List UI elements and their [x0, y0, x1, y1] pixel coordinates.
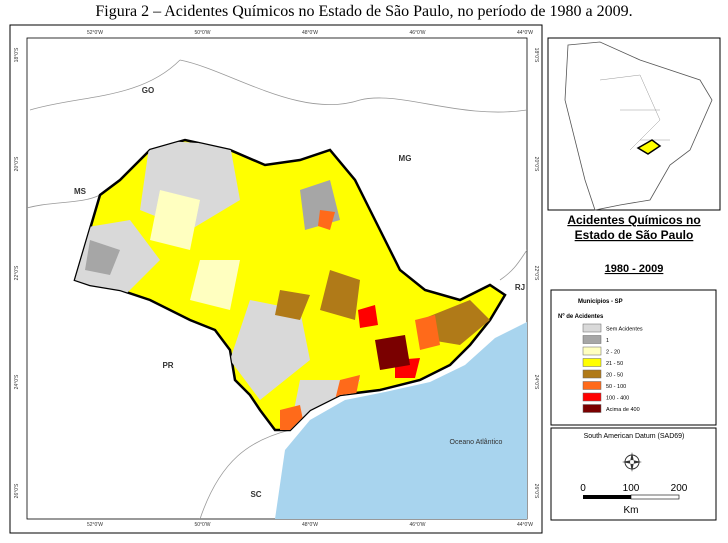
lat-tick: 18°0'S: [533, 48, 539, 63]
lat-tick: 20°0'S: [533, 157, 539, 172]
lon-tick: 50°0'W: [194, 522, 210, 528]
lat-tick: 22°0'S: [14, 265, 20, 280]
legend-label: 20 - 50: [606, 373, 623, 379]
legend-subheading: Nº de Acidentes: [558, 314, 604, 320]
legend-swatch: [582, 381, 602, 390]
scale-label: 200: [671, 483, 688, 494]
scale-bar: 0 100 200 Km: [580, 483, 688, 516]
legend-swatch: [582, 323, 602, 333]
inset-borders: [599, 74, 670, 151]
region-label: RJ: [515, 283, 525, 292]
legend-label: Sem Acidentes: [606, 327, 643, 333]
region-label: SC: [250, 490, 261, 499]
legend-swatch: [582, 369, 602, 379]
lon-tick: 44°0'W: [517, 30, 533, 36]
legend-label: 21 - 50: [606, 361, 623, 367]
lat-tick: 20°0'S: [14, 156, 20, 171]
lon-tick: 52°0'W: [87, 30, 103, 36]
legend: Sem Acidentes 1 2 - 20 21 - 50 20 - 50 50 - 1…: [582, 323, 643, 413]
legend-swatch: [582, 346, 602, 356]
region-label: MS: [74, 187, 87, 196]
scale-unit: Km: [624, 505, 639, 516]
graticule-labels: 52°0'W 52°0'W 50°0'W 50°0'W 48°0'W 48°0'W 46°0…: [14, 30, 539, 528]
legend-label: 2 - 20: [606, 350, 620, 356]
legend-label: 50 - 100: [606, 384, 626, 390]
scale-label: 100: [623, 483, 640, 494]
datum: South American Datum (SAD69): [584, 433, 685, 440]
region-label: MG: [399, 154, 412, 163]
ocean-label: Oceano Atlântico: [450, 439, 503, 446]
lon-tick: 48°0'W: [302, 522, 318, 528]
legend-label: 100 - 400: [606, 396, 629, 402]
lon-tick: 50°0'W: [194, 30, 210, 36]
map-title: Acidentes Químicos no Estado de São Paulo: [567, 213, 700, 242]
legend-swatch: [582, 404, 602, 413]
ocean: [275, 322, 527, 519]
caption: Figura 2 – Acidentes Químicos no Estado …: [95, 3, 632, 20]
lat-tick: 26°0'S: [533, 484, 539, 499]
period: 1980 - 2009: [605, 263, 664, 275]
legend-label: Acima de 400: [606, 407, 640, 413]
lat-tick: 26°0'S: [14, 483, 20, 498]
legend-swatch: [582, 335, 602, 344]
lon-tick: 46°0'W: [409, 522, 425, 528]
compass: [622, 452, 642, 472]
state-borders: [27, 59, 527, 519]
legend-swatch: [582, 392, 602, 402]
legend-swatch: [582, 358, 602, 367]
legend-frame: [550, 289, 717, 426]
scale-frame: [550, 427, 717, 521]
legend-label: 1: [606, 338, 609, 344]
lon-tick: 48°0'W: [302, 30, 318, 36]
lon-tick: 46°0'W: [409, 30, 425, 36]
legend-heading: Municípios - SP: [578, 299, 623, 305]
lon-tick: 52°0'W: [87, 522, 103, 528]
map-body: GO MG MS PR RJ SC Oceano Atlântico: [27, 59, 527, 519]
lat-tick: 24°0'S: [533, 375, 539, 390]
scale-label: 0: [580, 483, 586, 494]
inset-continent: [564, 41, 713, 211]
lat-tick: 22°0'S: [533, 266, 539, 281]
inset-sp: [636, 139, 662, 155]
lat-tick: 18°0'S: [14, 47, 20, 62]
lat-tick: 24°0'S: [14, 374, 20, 389]
municipalities: [75, 140, 490, 430]
region-label: GO: [142, 86, 154, 95]
lon-tick: 44°0'W: [517, 522, 533, 528]
region-label: PR: [162, 361, 173, 370]
